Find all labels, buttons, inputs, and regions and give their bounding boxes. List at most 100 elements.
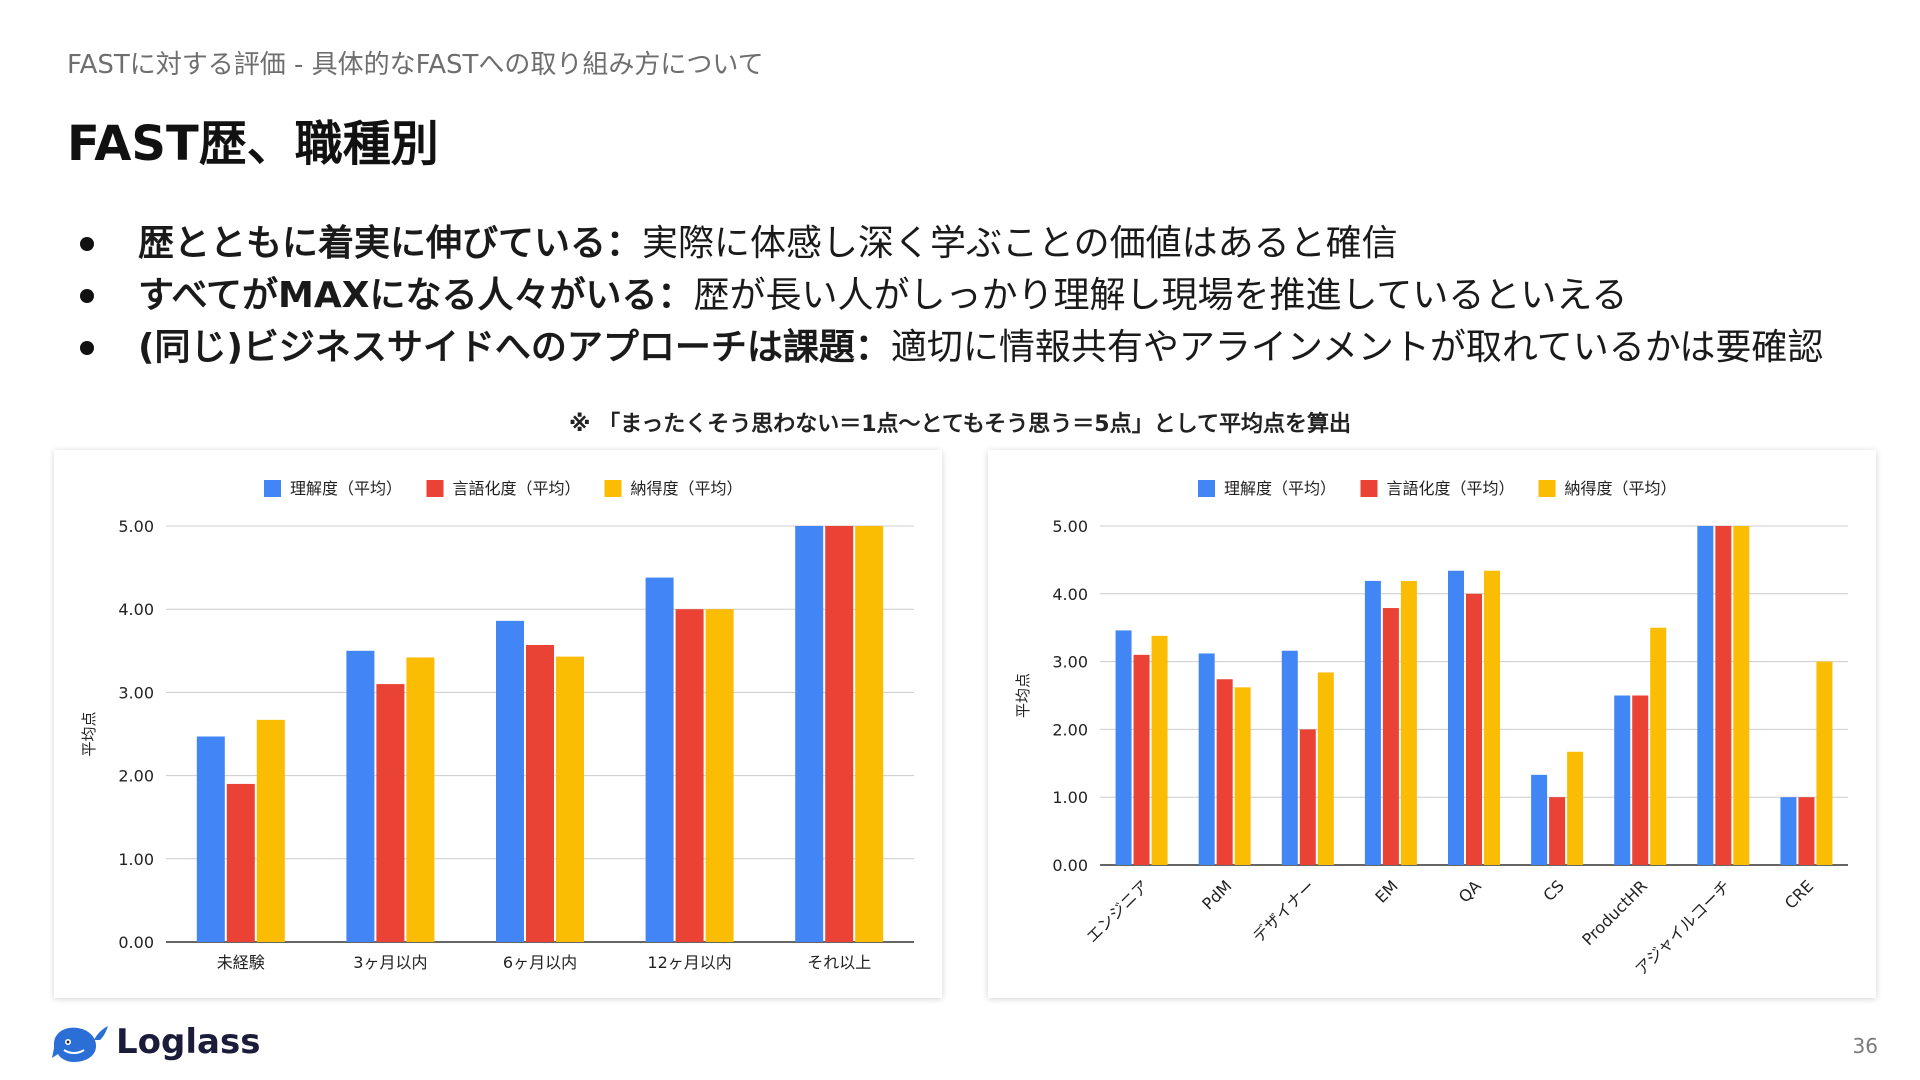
bar <box>705 609 734 942</box>
bar <box>196 736 225 942</box>
whale-logo-icon <box>52 1026 108 1062</box>
x-tick-label: PdM <box>1198 876 1235 913</box>
bar <box>855 526 884 942</box>
legend-swatch <box>1360 480 1378 497</box>
x-tick-label: エンジニア <box>1082 876 1152 946</box>
bullet-dot <box>80 237 94 251</box>
y-tick-label: 5.00 <box>118 517 154 536</box>
bar <box>1531 774 1548 865</box>
chart-card-role: 理解度（平均） 言語化度（平均） 納得度（平均） 0.00 1.00 2.00 3.00 4.… <box>988 450 1876 998</box>
bar <box>1816 661 1833 865</box>
bullet-text: 適切に情報共有やアラインメントが取れているかは要確認 <box>890 327 1824 368</box>
bar <box>1133 654 1150 865</box>
y-tick-label: 0.00 <box>1052 856 1088 875</box>
legend-swatch <box>426 480 444 497</box>
calculation-note: ※ 「まったくそう思わない＝1点〜とてもそう思う＝5点」として平均点を算出 <box>569 412 1351 437</box>
x-tick-label: CRE <box>1781 876 1817 912</box>
bullet-item: すべてがMAXになる人々がいる： 歴が長い人がしっかり理解し現場を推進していると… <box>80 270 1823 322</box>
legend-swatch <box>264 480 281 497</box>
logo-text: Loglass <box>116 1022 261 1062</box>
x-tick-label: QA <box>1455 876 1485 906</box>
page-title: FAST歴、職種別 <box>67 116 439 172</box>
bullet-item: (同じ)ビジネスサイドへのアプローチは課題： 適切に情報共有やアラインメントが取… <box>80 322 1823 374</box>
y-tick-label: 2.00 <box>118 767 154 786</box>
bar <box>346 650 375 942</box>
x-tick-label: デザイナー <box>1249 876 1319 946</box>
x-tick-label: ProductHR <box>1578 876 1651 949</box>
legend-label: 納得度（平均） <box>1565 479 1677 498</box>
bar <box>1733 526 1750 865</box>
legend-label: 言語化度（平均） <box>453 479 581 498</box>
bar <box>1299 729 1316 865</box>
bar <box>825 526 854 942</box>
y-tick-label: 3.00 <box>118 683 154 702</box>
y-tick-label: 2.00 <box>1052 720 1088 739</box>
y-tick-label: 4.00 <box>1052 585 1088 604</box>
bar <box>1614 695 1631 865</box>
legend-label: 納得度（平均） <box>631 479 743 498</box>
bar <box>1466 593 1482 865</box>
y-tick-label: 5.00 <box>1052 517 1088 536</box>
bar <box>226 783 255 942</box>
bar <box>556 656 584 942</box>
bar <box>1715 526 1732 865</box>
y-tick-label: 3.00 <box>1052 653 1088 672</box>
bullet-text: 実際に体感し深く学ぶことの価値はあると確信 <box>642 223 1398 264</box>
bar <box>1364 580 1381 865</box>
x-tick-label: 6ヶ月以内 <box>503 953 577 972</box>
bar <box>1382 608 1399 865</box>
bullet-bold-text: すべてがMAXになる人々がいる： <box>138 275 694 316</box>
legend-label: 理解度（平均） <box>290 479 402 498</box>
legend-swatch <box>604 480 622 497</box>
bar <box>1567 751 1584 865</box>
x-tick-label: それ以上 <box>807 953 871 972</box>
legend-label: 理解度（平均） <box>1224 479 1336 498</box>
legend-swatch <box>1538 480 1556 497</box>
bar <box>795 526 824 942</box>
chart-role: 理解度（平均） 言語化度（平均） 納得度（平均） 0.00 1.00 2.00 3.00 4.… <box>1014 479 1848 979</box>
bullet-list: 歴とともに着実に伸びている： 実際に体感し深く学ぶことの価値はあると確信 すべて… <box>80 218 1823 374</box>
bullet-text: 歴が長い人がしっかり理解し現場を推進しているといえる <box>693 275 1628 316</box>
bar <box>675 609 704 942</box>
x-tick-label: CS <box>1539 876 1568 905</box>
bullet-dot <box>80 289 94 303</box>
x-tick-label: EM <box>1371 876 1401 906</box>
bar <box>1115 630 1132 865</box>
bar <box>645 577 674 942</box>
x-tick-label: 12ヶ月以内 <box>647 953 731 972</box>
legend-swatch <box>1198 480 1215 497</box>
bar <box>1281 650 1298 865</box>
bar <box>1198 653 1215 865</box>
bar <box>1632 695 1649 865</box>
bullet-item: 歴とともに着実に伸びている： 実際に体感し深く学ぶことの価値はあると確信 <box>80 218 1823 270</box>
bar <box>1697 526 1714 865</box>
bullet-dot <box>80 341 94 355</box>
bar <box>256 719 285 942</box>
bar <box>496 620 524 942</box>
bar <box>1448 570 1464 865</box>
logo: Loglass <box>50 1018 260 1066</box>
x-tick-label: 未経験 <box>217 953 265 972</box>
bar <box>1549 797 1566 865</box>
breadcrumb: FASTに対する評価 - 具体的なFASTへの取り組み方について <box>67 50 764 80</box>
legend-label: 言語化度（平均） <box>1387 479 1515 498</box>
bar <box>1650 627 1667 865</box>
bar <box>526 644 554 942</box>
bar <box>1798 797 1815 865</box>
bar <box>1317 672 1334 865</box>
y-tick-label: 1.00 <box>1052 788 1088 807</box>
bar <box>1780 797 1797 865</box>
y-tick-label: 0.00 <box>118 933 154 952</box>
y-axis-label: 平均点 <box>1014 673 1032 718</box>
y-tick-label: 4.00 <box>118 600 154 619</box>
bar <box>1400 580 1417 865</box>
bar <box>406 657 435 942</box>
y-tick-label: 1.00 <box>118 850 154 869</box>
bar <box>1151 635 1168 865</box>
bar <box>1234 687 1251 865</box>
page-number: 36 <box>1852 1034 1878 1058</box>
bullet-bold-text: 歴とともに着実に伸びている： <box>138 223 643 264</box>
bar <box>1484 570 1500 865</box>
bar <box>1216 679 1233 865</box>
x-tick-label: 3ヶ月以内 <box>353 953 427 972</box>
